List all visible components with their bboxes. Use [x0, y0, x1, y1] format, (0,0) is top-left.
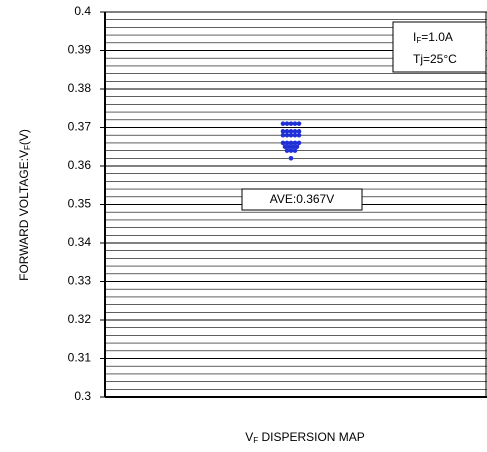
condition-box: [392, 21, 487, 73]
data-point: [280, 121, 286, 126]
y-label-rest: (V): [17, 129, 31, 145]
y-label-sub: F: [23, 145, 32, 150]
data-point: [284, 132, 290, 138]
title-sub: F: [253, 436, 258, 445]
data-point: [288, 121, 294, 126]
x-axis-title: VF DISPERSION MAP: [245, 430, 365, 445]
data-point: [292, 148, 298, 153]
title-main: V: [245, 430, 253, 444]
y-tick-label: 0.38: [68, 81, 92, 95]
data-point: [296, 132, 302, 138]
data-point: [292, 132, 298, 138]
data-point: [292, 140, 298, 146]
data-point: [280, 129, 286, 134]
data-point: [284, 121, 290, 126]
data-point: [284, 148, 290, 153]
y-tick-label: 0.3: [74, 389, 91, 403]
data-point: [290, 144, 296, 150]
data-point: [292, 129, 298, 134]
data-point: [288, 156, 294, 161]
title-rest: DISPERSION MAP: [258, 430, 365, 444]
y-tick-label: 0.32: [68, 312, 92, 326]
data-point: [288, 132, 294, 138]
data-point: [288, 148, 294, 153]
data-point: [284, 140, 290, 146]
y-tick-label: 0.33: [68, 274, 92, 288]
data-point: [280, 132, 286, 138]
condition-i: I: [413, 30, 416, 44]
y-tick-label: 0.37: [68, 120, 92, 134]
data-point: [294, 144, 300, 150]
data-point: [292, 121, 298, 126]
data-point: [284, 129, 290, 134]
y-tick-label: 0.4: [74, 4, 91, 18]
data-point: [288, 140, 294, 146]
y-tick-label: 0.36: [68, 158, 92, 172]
data-point: [286, 144, 292, 150]
y-label-main: FORWARD VOLTAGE:V: [17, 150, 31, 281]
condition-line1: IF=1.0A: [413, 30, 453, 45]
y-tick-label: 0.34: [68, 235, 92, 249]
average-label: AVE:0.367V: [270, 192, 335, 206]
data-point: [296, 129, 302, 134]
data-point: [280, 140, 286, 146]
condition-rest: =1.0A: [421, 30, 453, 44]
y-axis-title: FORWARD VOLTAGE:VF(V): [17, 129, 32, 281]
average-box: [241, 188, 363, 211]
y-tick-label: 0.35: [68, 197, 92, 211]
y-tick-label: 0.39: [68, 43, 92, 57]
data-point: [282, 144, 288, 150]
data-point: [288, 129, 294, 134]
data-point: [296, 140, 302, 146]
condition-line2: Tj=25°C: [413, 52, 457, 66]
condition-sub: F: [416, 36, 421, 45]
y-tick-label: 0.31: [68, 351, 92, 365]
data-point: [296, 121, 302, 126]
